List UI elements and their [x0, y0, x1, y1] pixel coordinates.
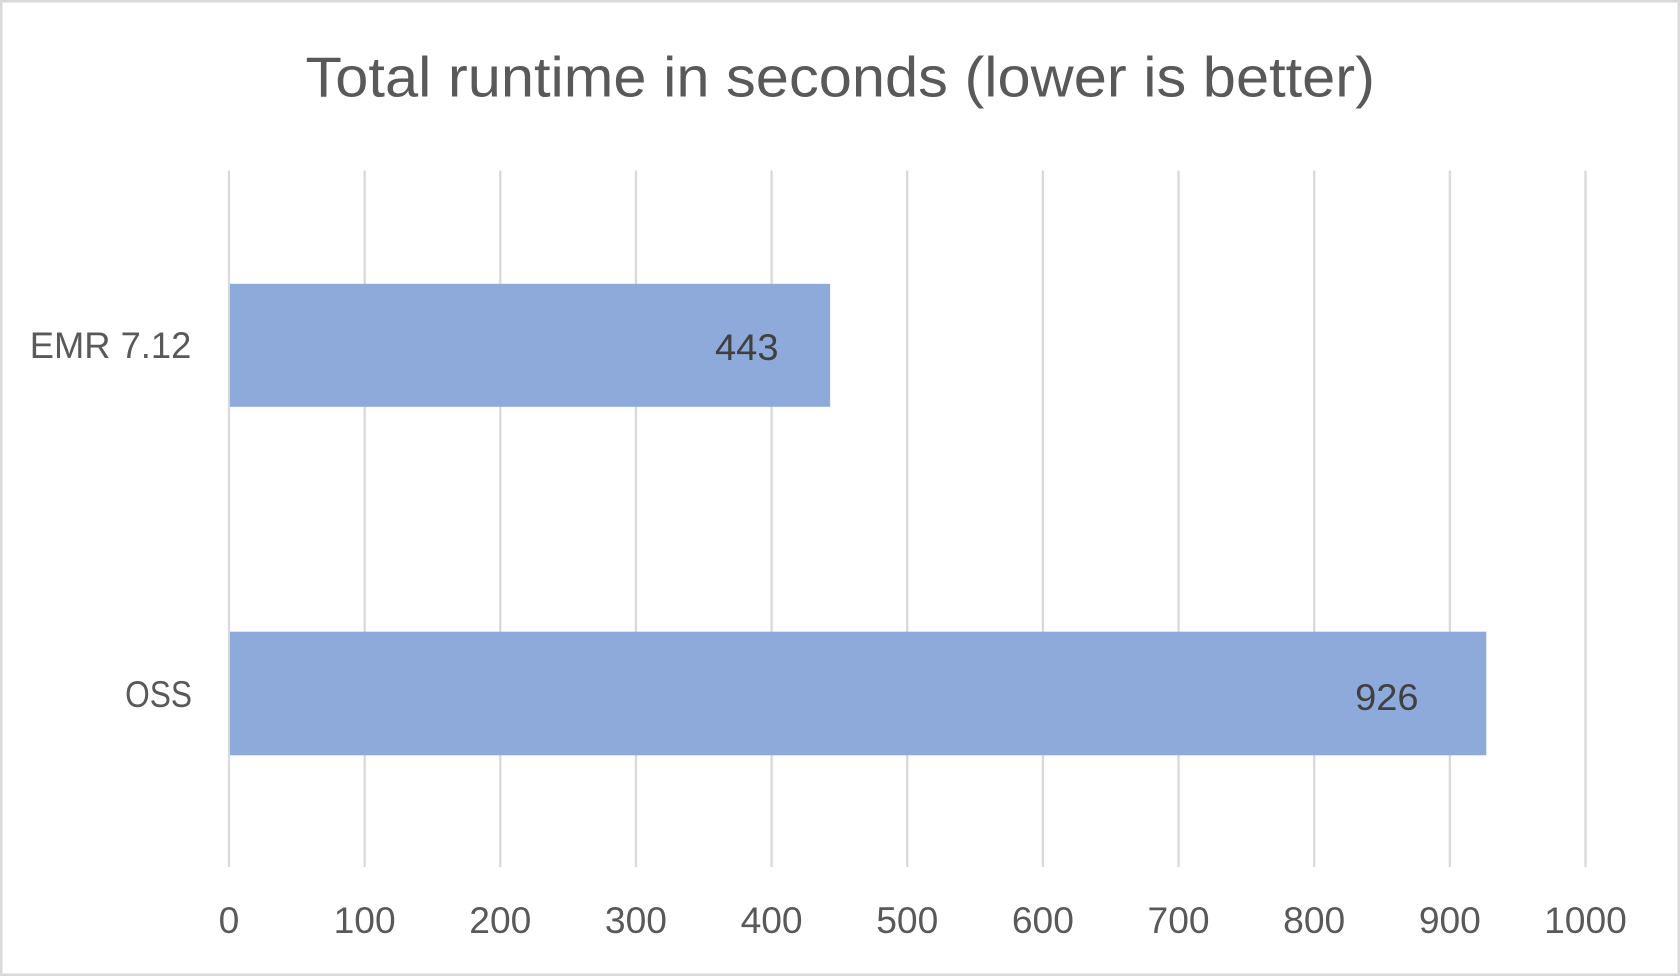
svg-text:100: 100 — [334, 899, 396, 941]
svg-text:900: 900 — [1419, 899, 1481, 941]
svg-text:500: 500 — [876, 899, 938, 941]
svg-text:0: 0 — [219, 899, 240, 941]
svg-text:443: 443 — [715, 326, 779, 368]
svg-text:EMR 7.12: EMR 7.12 — [30, 324, 192, 366]
svg-text:Total runtime in seconds (lowe: Total runtime in seconds (lower is bette… — [306, 47, 1376, 110]
svg-text:700: 700 — [1148, 899, 1210, 941]
svg-text:OSS: OSS — [125, 673, 192, 715]
svg-text:926: 926 — [1355, 676, 1419, 718]
svg-text:200: 200 — [469, 899, 531, 941]
svg-text:400: 400 — [741, 899, 803, 941]
svg-text:600: 600 — [1012, 899, 1074, 941]
svg-text:1000: 1000 — [1544, 899, 1627, 941]
svg-text:300: 300 — [605, 899, 667, 941]
svg-text:800: 800 — [1283, 899, 1345, 941]
